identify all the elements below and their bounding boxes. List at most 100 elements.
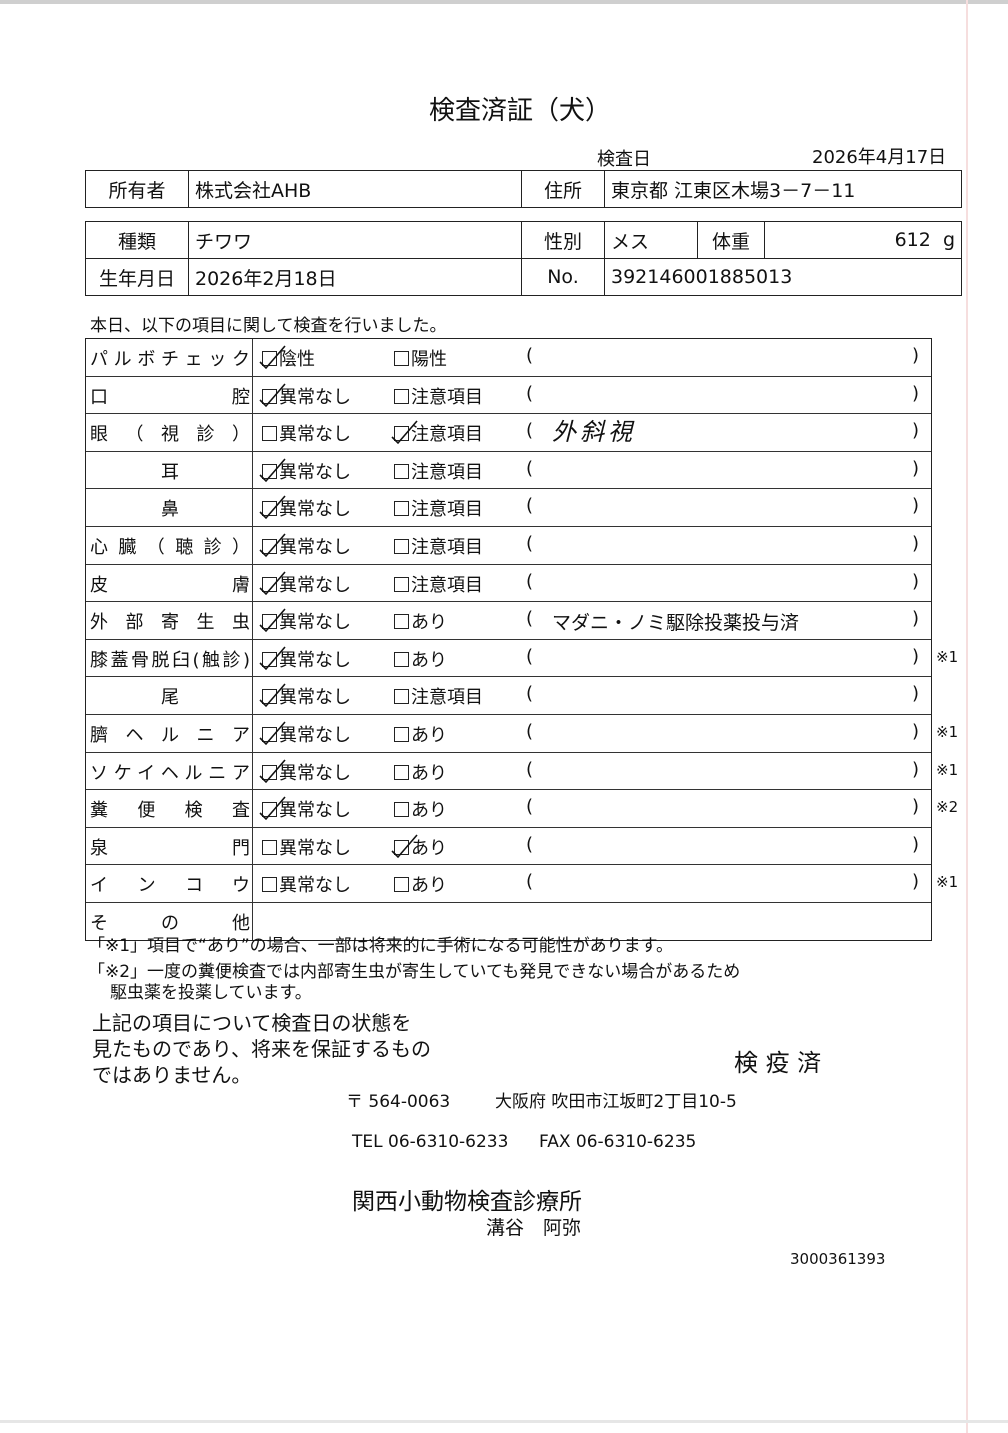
clinic-address: 大阪府 吹田市江坂町2丁目10-5 [495, 1092, 737, 1112]
checkbox[interactable] [259, 383, 286, 407]
quarantine-stamp: 検 疫 済 [734, 1049, 822, 1077]
paren-open: ( [526, 758, 534, 780]
paren-close: ) [912, 833, 920, 855]
checkbox[interactable] [394, 351, 409, 366]
item-label: 尾 [161, 687, 179, 709]
option-2[interactable]: あり [394, 871, 447, 897]
column-divider [252, 339, 253, 376]
checkbox[interactable] [394, 614, 409, 630]
checkbox[interactable] [259, 721, 286, 746]
checkbox[interactable] [259, 571, 286, 595]
option-2[interactable]: あり [394, 759, 447, 785]
exam-row: 口腔 異常なし 注意項目 () [86, 375, 931, 414]
option-label: 異常なし [279, 612, 351, 634]
paren-open: ( [526, 608, 534, 630]
option-2[interactable]: 注意項目 [394, 533, 483, 559]
no-label: No. [521, 258, 605, 296]
birth-label: 生年月日 [85, 258, 189, 296]
checkbox[interactable] [262, 426, 277, 442]
checkbox[interactable] [394, 689, 409, 705]
checkbox[interactable] [391, 834, 418, 858]
checkbox[interactable] [259, 683, 286, 708]
checkbox[interactable] [394, 501, 409, 517]
checkbox[interactable] [394, 802, 409, 818]
checkbox[interactable] [262, 877, 277, 893]
option-1[interactable]: 異常なし [259, 683, 351, 709]
paren-close: ) [912, 345, 920, 366]
exam-row: 眼（視診） 異常なし 注意項目 () 外斜視 [86, 413, 931, 451]
paren-open: ( [526, 495, 534, 517]
checkbox[interactable] [394, 764, 409, 780]
paren-close: ) [912, 457, 920, 479]
option-1[interactable]: 異常なし [259, 721, 351, 747]
checkbox[interactable] [259, 345, 286, 370]
item-label: 外部寄生虫 [90, 612, 250, 634]
option-1[interactable]: 異常なし [259, 759, 351, 785]
option-1[interactable]: 陰性 [259, 345, 315, 371]
option-2[interactable]: あり [394, 721, 447, 747]
option-1[interactable]: 異常なし [259, 608, 351, 634]
option-2[interactable]: あり [394, 796, 447, 822]
option-1[interactable]: 異常なし [259, 646, 351, 672]
option-1[interactable]: 異常なし [262, 871, 351, 897]
option-label: あり [411, 724, 447, 746]
option-label: 陽性 [411, 349, 447, 370]
option-2[interactable]: 陽性 [394, 345, 447, 371]
option-label: 注意項目 [411, 461, 483, 483]
paren-close: ) [912, 796, 920, 818]
option-2[interactable]: あり [391, 834, 447, 860]
option-label: 注意項目 [411, 424, 483, 446]
checkbox[interactable] [394, 576, 409, 592]
checkbox[interactable] [259, 646, 286, 670]
footnote-2-cont: 駆虫薬を投薬しています。 [110, 983, 312, 1003]
option-1[interactable]: 異常なし [262, 834, 351, 860]
checkbox[interactable] [391, 420, 418, 445]
option-2[interactable]: 注意項目 [394, 383, 483, 409]
option-1[interactable]: 異常なし [259, 533, 351, 559]
option-1[interactable]: 異常なし [259, 571, 351, 597]
checkbox[interactable] [259, 458, 286, 482]
item-label: ソケイヘルニア [90, 762, 250, 784]
breed-value: チワワ [188, 221, 522, 259]
margin-line [966, 0, 968, 1433]
item-label: 泉門 [90, 837, 250, 859]
item-label: 膝蓋骨脱臼(触診) [90, 649, 250, 671]
checkbox[interactable] [259, 759, 286, 783]
option-2[interactable]: あり [394, 608, 447, 634]
option-2[interactable]: 注意項目 [394, 458, 483, 484]
item-note: ※2 [936, 798, 959, 817]
option-2[interactable]: 注意項目 [394, 571, 483, 597]
checkbox[interactable] [394, 388, 409, 404]
checkbox[interactable] [394, 651, 409, 667]
option-2[interactable]: 注意項目 [391, 420, 483, 446]
footnote-1: 「※1」項目で“あり”の場合、一部は将来的に手術になる可能性があります。 [88, 936, 673, 956]
option-1[interactable]: 異常なし [259, 458, 351, 484]
checkbox[interactable] [394, 726, 409, 742]
column-divider [252, 677, 253, 714]
checkbox[interactable] [394, 877, 409, 893]
option-2[interactable]: 注意項目 [394, 683, 483, 709]
checkbox[interactable] [394, 463, 409, 479]
option-1[interactable]: 異常なし [259, 796, 351, 822]
option-1[interactable]: 異常なし [259, 495, 351, 521]
option-label: あり [411, 800, 447, 822]
paren-open: ( [526, 833, 534, 855]
checkbox[interactable] [394, 538, 409, 554]
exam-date-label: 検査日 [597, 149, 651, 170]
intro-text: 本日、以下の項目に関して検査を行いました。 [90, 316, 447, 336]
checkbox[interactable] [259, 608, 286, 633]
option-2[interactable]: あり [394, 646, 447, 672]
paren-close: ) [912, 608, 920, 630]
checkbox[interactable] [262, 839, 277, 855]
checkbox[interactable] [259, 495, 286, 520]
checkbox[interactable] [259, 533, 286, 558]
birth-value: 2026年2月18日 [188, 258, 522, 296]
option-1[interactable]: 異常なし [262, 420, 351, 446]
option-label: あり [411, 762, 447, 784]
option-2[interactable]: 注意項目 [394, 495, 483, 521]
item-note: ※1 [936, 647, 959, 666]
column-divider [252, 489, 253, 526]
footnote-2: 「※2」一度の糞便検査では内部寄生虫が寄生していても発見できない場合があるため [88, 962, 741, 982]
option-1[interactable]: 異常なし [259, 383, 351, 409]
checkbox[interactable] [259, 796, 286, 821]
